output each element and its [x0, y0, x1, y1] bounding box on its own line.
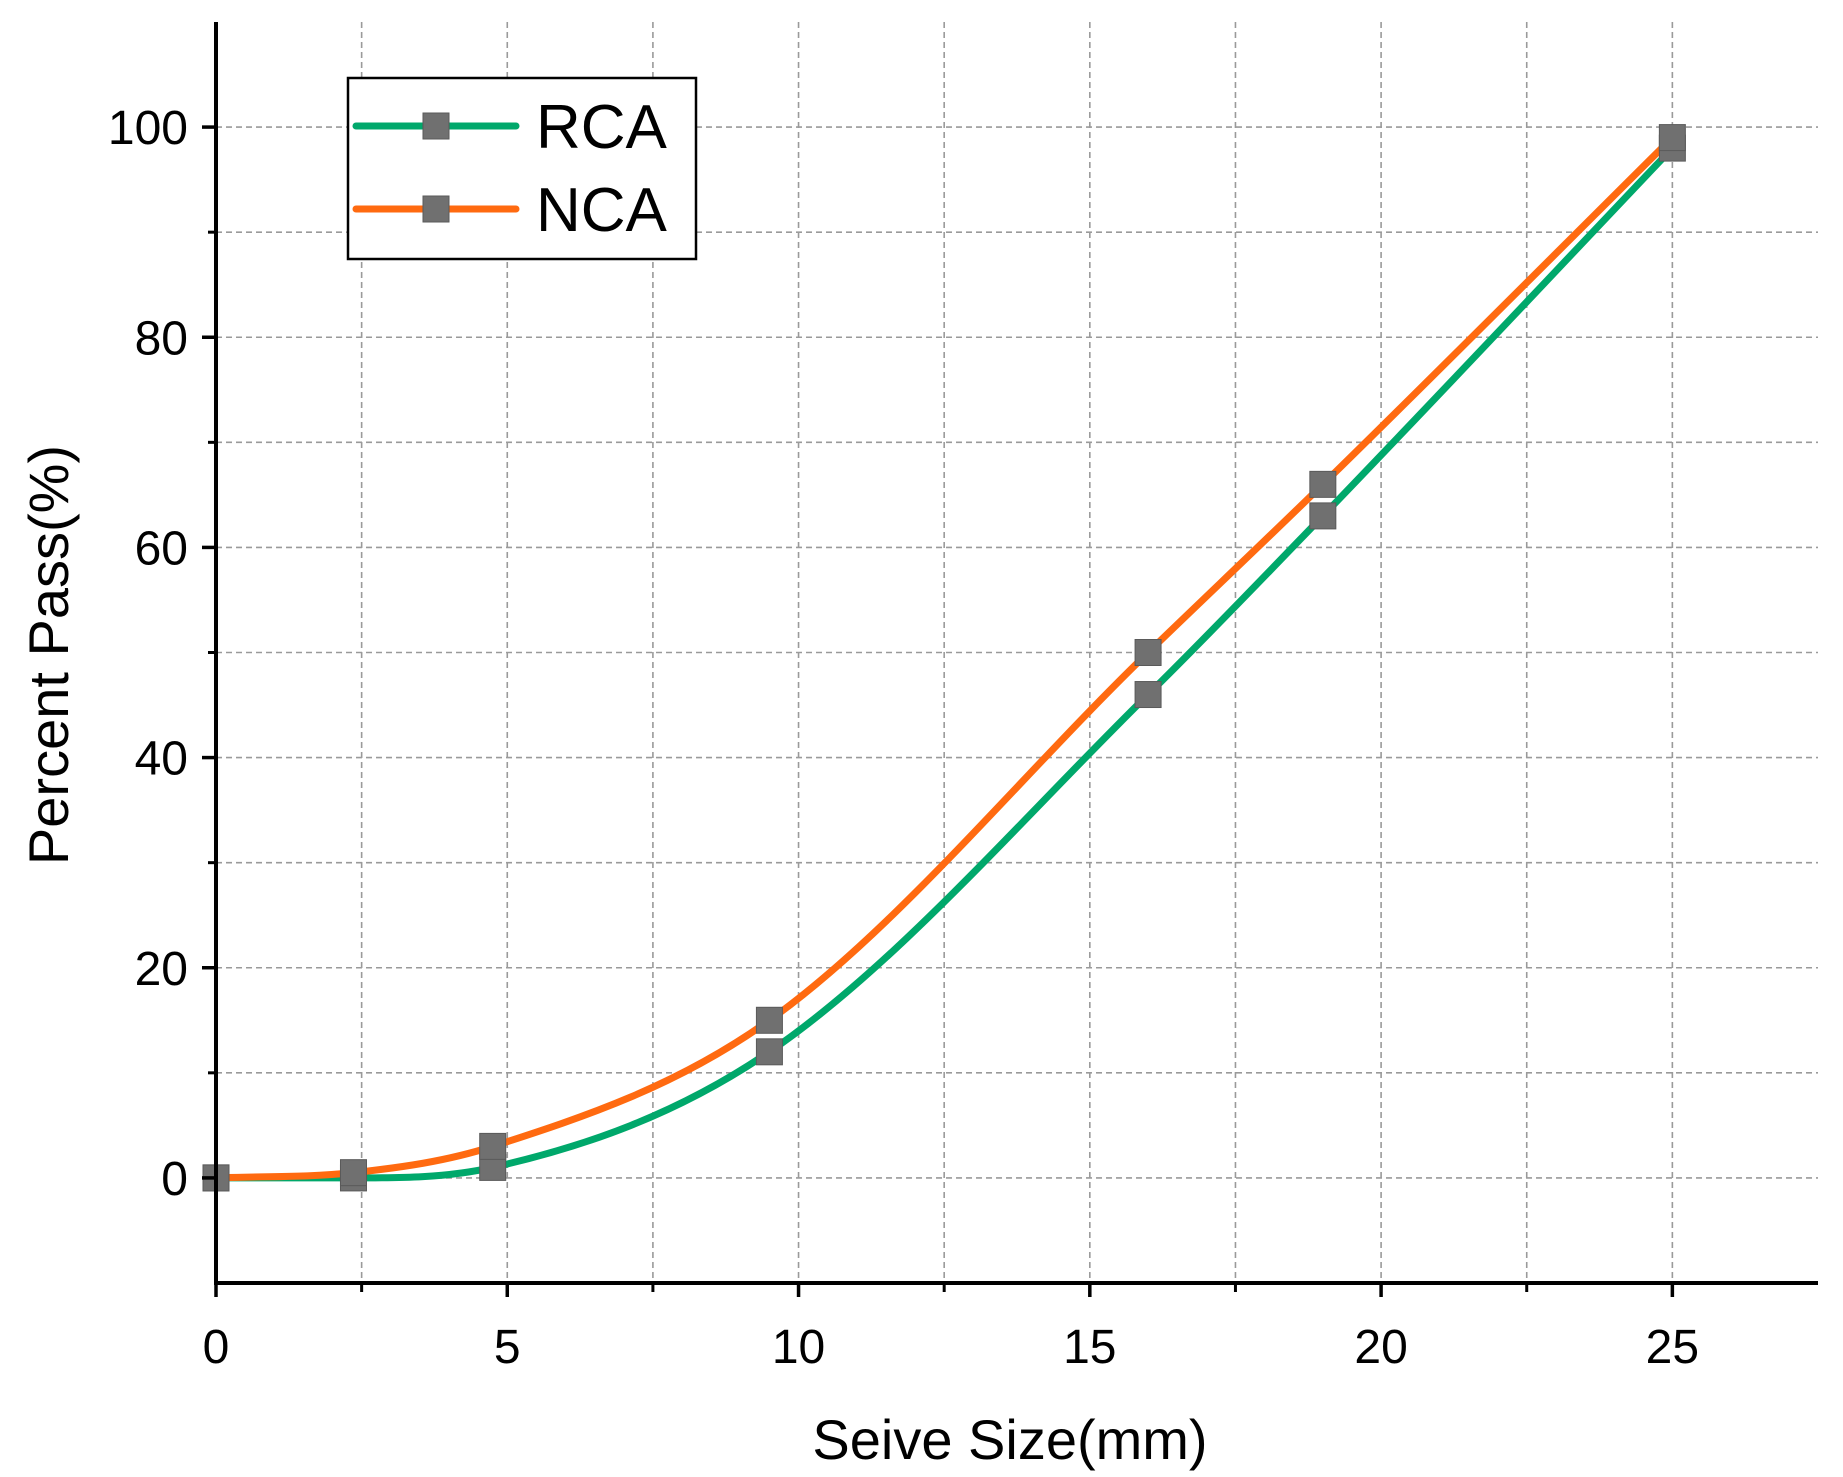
y-tick-label: 20 — [135, 943, 188, 996]
series-layer — [202, 124, 1686, 1192]
x-tick-label: 5 — [494, 1321, 521, 1374]
x-tick-label: 25 — [1646, 1321, 1699, 1374]
legend-box — [346, 76, 698, 261]
y-tick-label: 60 — [135, 522, 188, 575]
legend-label-nca: NCA — [536, 176, 668, 245]
x-tick-label: 0 — [203, 1321, 230, 1374]
data-point-rca — [1309, 502, 1337, 530]
data-point-rca — [755, 1038, 783, 1066]
data-point-nca — [1309, 470, 1337, 498]
legend-marker-nca — [422, 195, 450, 223]
y-tick-label: 40 — [135, 733, 188, 786]
data-point-nca — [1134, 639, 1162, 666]
data-point-nca — [755, 1006, 783, 1034]
axes: 0 20 40 60 80 100 0 5 10 15 20 25 — [108, 22, 1818, 1374]
data-point-rca — [1134, 681, 1162, 709]
legend-marker-rca — [422, 112, 450, 140]
y-tick-label: 0 — [161, 1153, 188, 1206]
y-tick-label: 100 — [108, 102, 188, 155]
x-tick-label: 20 — [1354, 1321, 1407, 1374]
y-tick-label: 80 — [135, 312, 188, 365]
y-axis-label: Percent Pass(%) — [17, 445, 80, 865]
data-point-nca — [1658, 124, 1686, 152]
x-tick-label: 10 — [772, 1321, 825, 1374]
series-line-rca — [212, 144, 1676, 1182]
legend: RCA NCA — [346, 76, 698, 261]
x-tick-label: 15 — [1063, 1321, 1116, 1374]
series-line-nca — [212, 134, 1676, 1182]
data-point-nca — [479, 1132, 507, 1160]
x-axis-label: Seive Size(mm) — [812, 1408, 1207, 1471]
data-point-nca — [339, 1159, 367, 1187]
legend-label-rca: RCA — [536, 93, 668, 162]
